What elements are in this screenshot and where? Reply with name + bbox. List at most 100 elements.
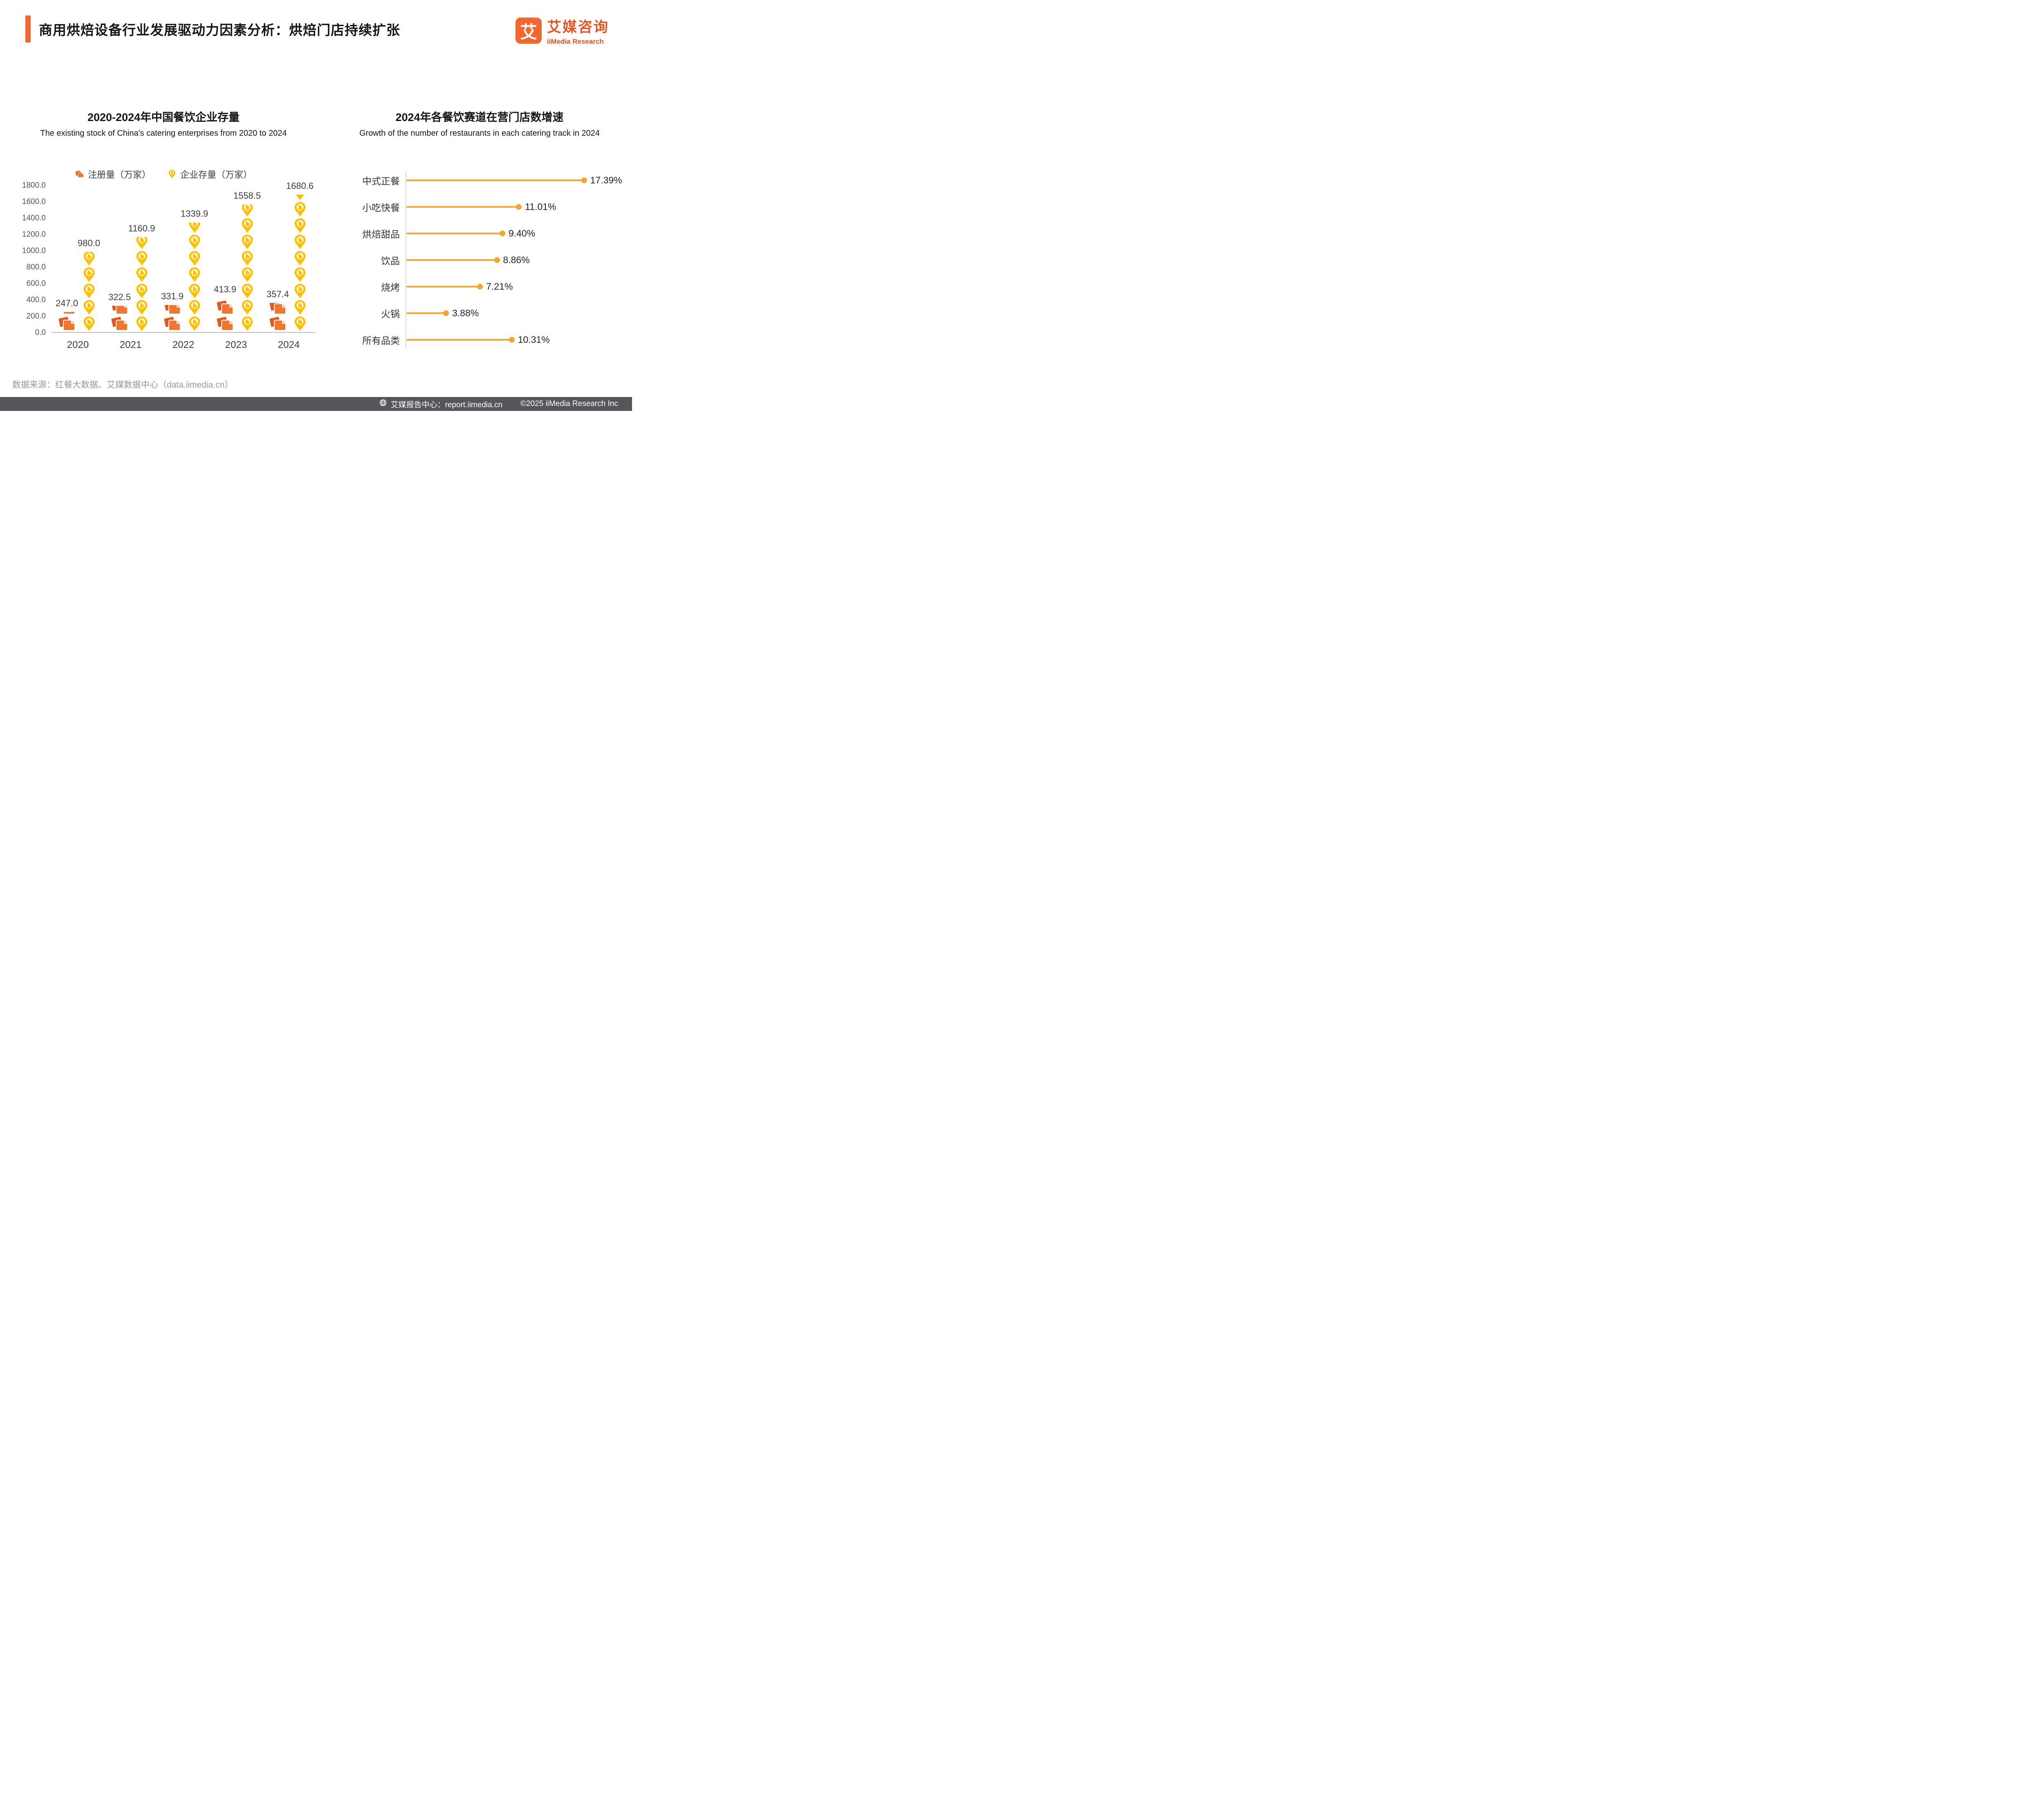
lollipop-stem — [406, 179, 584, 181]
document-icon — [215, 299, 235, 316]
lollipop-row: 中式正餐 17.39% — [335, 167, 632, 193]
x-axis-tick-label: 2021 — [119, 339, 142, 350]
location-pin-icon — [240, 316, 255, 332]
location-pin-icon — [187, 234, 202, 250]
location-pin-icon — [240, 218, 255, 234]
y-axis-tick-label: 800.0 — [26, 263, 46, 271]
value-label: 17.39% — [590, 175, 622, 185]
title-accent-bar — [25, 16, 31, 43]
location-pin-icon — [292, 201, 308, 218]
value-label: 1558.5 — [233, 191, 261, 201]
pictogram-bar — [215, 298, 235, 332]
location-pin-icon — [187, 250, 202, 267]
location-pin-icon — [81, 252, 97, 267]
lollipop-row: 小吃快餐 11.01% — [335, 193, 632, 220]
location-pin-icon — [240, 299, 255, 316]
lollipop-dot — [516, 204, 522, 210]
logo-mark-icon: 艾 — [515, 18, 542, 44]
location-pin-icon — [187, 267, 202, 283]
location-pin-icon — [240, 204, 255, 218]
pictogram-bar — [240, 204, 255, 332]
value-label: 247.0 — [55, 298, 78, 308]
y-axis-tick-label: 200.0 — [26, 312, 46, 321]
category-label: 饮品 — [381, 255, 400, 266]
location-pin-icon — [240, 267, 255, 283]
page-title: 商用烘焙设备行业发展驱动力因素分析：烘焙门店持续扩张 — [39, 22, 400, 38]
value-label: 7.21% — [486, 281, 513, 292]
legend-label: 注册量（万家） — [87, 170, 151, 180]
value-label: 9.40% — [509, 228, 536, 238]
x-axis-tick-label: 2023 — [225, 339, 247, 350]
location-pin-icon — [187, 316, 202, 332]
location-pin-icon — [81, 316, 97, 332]
location-pin-icon — [292, 267, 308, 283]
track-growth-section: 2024年各餐饮赛道在营门店数增速 Growth of the number o… — [327, 108, 632, 353]
report-page: 商用烘焙设备行业发展驱动力因素分析：烘焙门店持续扩张 艾 艾媒咨询 iiMedi… — [0, 0, 632, 411]
location-pin-icon — [240, 250, 255, 267]
left-chart-title: 2020-2024年中国餐饮企业存量 — [87, 111, 240, 123]
location-pin-icon — [134, 237, 150, 250]
location-pin-icon — [134, 250, 150, 267]
value-label: 357.4 — [266, 289, 289, 299]
value-label: 322.5 — [108, 292, 131, 302]
lollipop-row: 火锅 3.88% — [335, 300, 632, 326]
globe-icon — [379, 399, 387, 409]
lollipop-row: 烘焙甜品 9.40% — [335, 220, 632, 247]
right-chart-title: 2024年各餐饮赛道在营门店数增速 — [395, 111, 564, 123]
location-pin-icon — [134, 283, 150, 299]
location-pin-icon — [167, 169, 177, 179]
y-axis-tick-label: 0.0 — [35, 328, 46, 337]
y-axis-tick-label: 1800.0 — [22, 181, 46, 190]
x-axis-tick-label: 2024 — [278, 339, 300, 350]
value-label: 1339.9 — [180, 209, 208, 219]
y-axis-tick-label: 400.0 — [26, 296, 46, 304]
legend: 注册量（万家） 企业存量（万家） — [0, 168, 327, 181]
value-label: 980.0 — [77, 238, 101, 248]
location-pin-icon — [187, 299, 202, 316]
lollipop-stem — [406, 206, 519, 208]
location-pin-icon — [292, 299, 308, 316]
header: 商用烘焙设备行业发展驱动力因素分析：烘焙门店持续扩张 艾 艾媒咨询 iiMedi… — [25, 16, 609, 46]
lollipop-chart: 中式正餐 17.39% 小吃快餐 11.01% 烘焙甜品 9.40% 饮品 8.86% 烧烤 7.… — [335, 167, 632, 353]
value-label: 8.86% — [503, 254, 530, 265]
location-pin-icon — [292, 218, 308, 234]
y-axis-tick-label: 1200.0 — [22, 230, 46, 239]
y-axis-tick-label: 1000.0 — [22, 247, 46, 255]
value-label: 331.9 — [161, 291, 184, 301]
location-pin-icon — [187, 222, 202, 234]
document-icon — [57, 316, 77, 332]
lollipop-row: 烧烤 7.21% — [335, 273, 632, 300]
report-center: 艾媒报告中心：report.iimedia.cn — [379, 399, 502, 410]
footer-bar: 艾媒报告中心：report.iimedia.cn ©2025 iiMedia R… — [0, 397, 632, 411]
catering-stock-section: 2020-2024年中国餐饮企业存量 The existing stock of… — [0, 108, 327, 353]
y-axis-tick-label: 1600.0 — [22, 197, 46, 206]
logo-brand-cn: 艾媒咨询 — [547, 19, 609, 35]
lollipop-row: 所有品类 10.31% — [335, 326, 632, 353]
document-icon — [75, 169, 85, 179]
copyright-text: ©2025 iiMedia Research Inc — [520, 399, 618, 408]
document-icon — [268, 316, 288, 332]
lollipop-dot — [477, 283, 483, 289]
category-label: 小吃快餐 — [362, 202, 400, 213]
x-axis-tick-label: 2020 — [67, 339, 89, 350]
pictogram-bar — [110, 305, 130, 332]
location-pin-icon — [292, 194, 308, 201]
legend-item: 注册量（万家） — [75, 168, 151, 181]
left-chart-subtitle: The existing stock of China's catering e… — [40, 129, 287, 138]
lollipop-stem — [406, 285, 480, 287]
category-label: 中式正餐 — [362, 175, 400, 186]
y-axis-tick-label: 1400.0 — [22, 214, 46, 222]
lollipop-stem — [406, 339, 512, 341]
charts-row: 2020-2024年中国餐饮企业存量 The existing stock of… — [0, 108, 632, 353]
value-label: 1680.6 — [286, 180, 314, 191]
y-axis-tick-label: 600.0 — [26, 279, 46, 288]
report-center-text: 艾媒报告中心：report.iimedia.cn — [390, 400, 503, 409]
right-chart-subtitle: Growth of the number of restaurants in e… — [359, 129, 600, 138]
value-label: 11.01% — [525, 201, 556, 212]
lollipop-dot — [509, 336, 515, 343]
document-icon — [57, 312, 77, 316]
document-icon — [163, 316, 182, 332]
title-wrap: 商用烘焙设备行业发展驱动力因素分析：烘焙门店持续扩张 — [25, 16, 400, 43]
lollipop-dot — [443, 310, 449, 316]
pictogram-bar — [81, 252, 97, 332]
